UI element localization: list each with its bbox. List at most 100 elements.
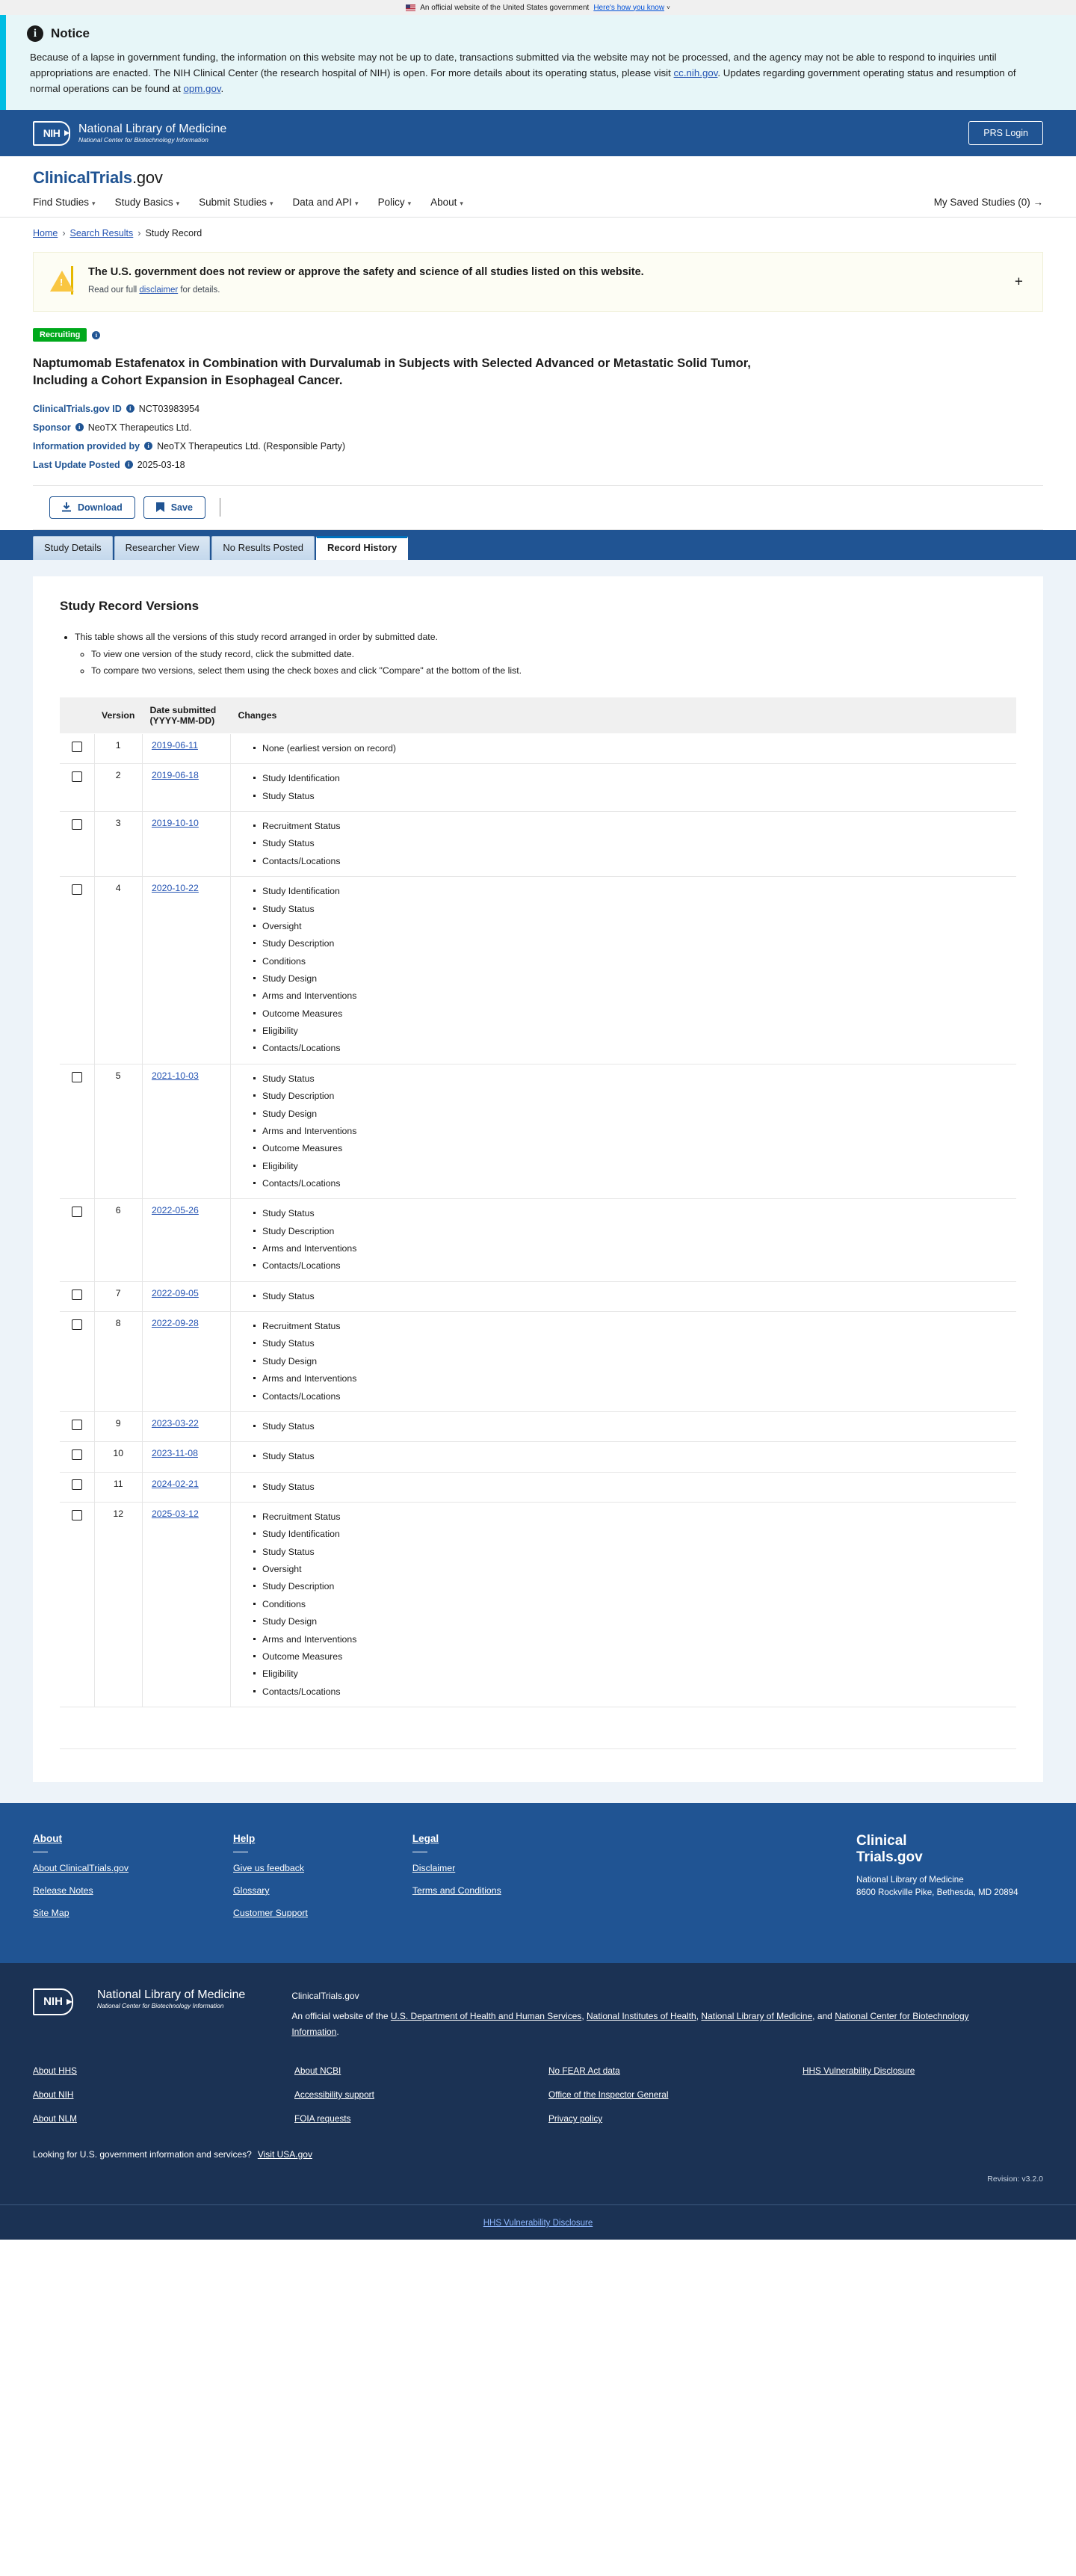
footer-link-accessibility-support[interactable]: Accessibility support (294, 2089, 374, 2100)
study-record-versions-table: Version Date submitted (YYYY-MM-DD) Chang… (60, 697, 1016, 1749)
table-footer (60, 1706, 1016, 1749)
footer-link-no-fear-act-data[interactable]: No FEAR Act data (548, 2065, 620, 2076)
site-logo[interactable]: ClinicalTrials.gov (33, 168, 1043, 188)
info-icon[interactable]: i (124, 460, 133, 469)
footer-link-terms-and-conditions[interactable]: Terms and Conditions (412, 1885, 501, 1896)
prs-login-button[interactable]: PRS Login (968, 121, 1043, 145)
footer-link-customer-support[interactable]: Customer Support (233, 1907, 308, 1918)
version-checkbox[interactable] (71, 1289, 82, 1300)
version-checkbox[interactable] (71, 1449, 82, 1461)
footer-link-about-clinicaltrials[interactable]: About ClinicalTrials.gov (33, 1862, 129, 1873)
chevron-down-icon: ▾ (176, 200, 180, 207)
version-checkbox[interactable] (71, 1071, 82, 1082)
table-footer-cell (60, 1706, 1016, 1749)
change-item: Oversight (253, 1561, 1009, 1578)
version-checkbox[interactable] (71, 1319, 82, 1330)
download-button[interactable]: Download (49, 496, 135, 519)
footer-link-release-notes[interactable]: Release Notes (33, 1885, 93, 1896)
tab-study-details[interactable]: Study Details (33, 536, 113, 560)
expand-disclaimer-button[interactable]: + (1014, 274, 1023, 290)
heres-how-you-know-link[interactable]: Here's how you know (593, 3, 665, 12)
nav-item-data-and-api[interactable]: Data and API ▾ (292, 197, 359, 208)
footer-link-hhs-vulnerability-disclosure[interactable]: HHS Vulnerability Disclosure (803, 2065, 915, 2076)
footer-link-about-nih[interactable]: About NIH (33, 2089, 74, 2100)
info-icon[interactable]: i (126, 404, 134, 413)
info-icon[interactable]: i (92, 330, 101, 339)
version-date-link[interactable]: 2023-11-08 (151, 1448, 198, 1459)
government-disclaimer-callout: The U.S. government does not review or a… (33, 252, 1043, 312)
version-checkbox[interactable] (71, 741, 82, 752)
version-checkbox[interactable] (71, 884, 82, 895)
version-date-link[interactable]: 2020-10-22 (151, 883, 199, 894)
disclaimer-link[interactable]: disclaimer (139, 286, 179, 295)
nav-item-find-studies[interactable]: Find Studies ▾ (33, 197, 96, 208)
version-date-link[interactable]: 2025-03-12 (151, 1508, 199, 1519)
footer-link-give-us-feedback[interactable]: Give us feedback (233, 1862, 305, 1873)
changes-cell: Study Status (230, 1471, 1016, 1503)
version-checkbox[interactable] (71, 771, 82, 783)
breadcrumb-home[interactable]: Home (33, 228, 58, 238)
change-item: Contacts/Locations (253, 1175, 1009, 1192)
nav-item-policy[interactable]: Policy ▾ (377, 197, 412, 208)
footer-link-ncbi[interactable]: National Center for Biotechnology Inform… (291, 2010, 969, 2037)
change-item: None (earliest version on record) (253, 740, 1009, 757)
tab-no-results-posted[interactable]: No Results Posted (211, 536, 315, 560)
changes-cell: Recruitment Status Study Status Study Desi… (230, 1311, 1016, 1412)
nav-item-about[interactable]: About ▾ (430, 197, 463, 208)
nav-item-submit-studies[interactable]: Submit Studies ▾ (199, 197, 273, 208)
hhs-vulnerability-disclosure-link[interactable]: HHS Vulnerability Disclosure (483, 2218, 593, 2228)
tab-researcher-view[interactable]: Researcher View (114, 536, 211, 560)
footer-link-glossary[interactable]: Glossary (233, 1885, 270, 1896)
version-date-link[interactable]: 2019-06-11 (151, 740, 198, 751)
changes-cell: Study Identification Study Status Oversigh… (230, 876, 1016, 1064)
cc-nih-gov-link[interactable]: cc.nih.gov (673, 67, 718, 78)
status-badge: Recruiting (33, 328, 87, 342)
info-icon[interactable]: i (144, 442, 153, 451)
version-date-link[interactable]: 2022-09-05 (151, 1287, 199, 1298)
opm-gov-link[interactable]: opm.gov (183, 83, 221, 94)
footer-link-foia-requests[interactable]: FOIA requests (294, 2113, 351, 2124)
version-checkbox[interactable] (71, 1509, 82, 1520)
change-item: Contacts/Locations (253, 1388, 1009, 1405)
version-date-link[interactable]: 2021-10-03 (151, 1070, 199, 1081)
version-date-link[interactable]: 2019-06-18 (151, 770, 199, 781)
footer-link-hhs[interactable]: U.S. Department of Health and Human Serv… (390, 2010, 582, 2021)
chevron-down-icon[interactable]: ˅ (667, 4, 670, 11)
meta-value: NCT03983954 (138, 403, 200, 414)
footer-link-office-of-inspector-general[interactable]: Office of the Inspector General (548, 2089, 669, 2100)
visit-usa-gov-link[interactable]: Visit USA.gov (257, 2148, 312, 2160)
my-saved-studies-link[interactable]: My Saved Studies (0) → (933, 197, 1043, 208)
footer-link-about-hhs[interactable]: About HHS (33, 2065, 78, 2076)
info-icon[interactable]: i (75, 423, 84, 432)
meta-row-nct-id: ClinicalTrials.gov ID i NCT03983954 (33, 404, 1043, 414)
table-row: 5 2021-10-03 Study Status Study Description… (60, 1063, 1016, 1200)
footer-link-about-ncbi[interactable]: About NCBI (294, 2065, 341, 2076)
change-item: Study Status (253, 788, 1009, 805)
chevron-down-icon: ▾ (355, 200, 359, 207)
footer-link-privacy-policy[interactable]: Privacy policy (548, 2113, 603, 2124)
changes-cell: None (earliest version on record) (230, 733, 1016, 765)
version-date-link[interactable]: 2023-03-22 (151, 1417, 199, 1429)
version-number: 9 (94, 1411, 143, 1443)
date-submitted-cell: 2023-03-22 (142, 1411, 231, 1443)
footer-link-site-map[interactable]: Site Map (33, 1907, 69, 1918)
changes-list: Study Status (241, 1288, 1009, 1305)
tab-record-history[interactable]: Record History (316, 536, 409, 560)
version-date-link[interactable]: 2022-05-26 (151, 1205, 199, 1216)
footer-link-nih[interactable]: National Institutes of Health (586, 2010, 696, 2021)
footer-link-about-nlm[interactable]: About NLM (33, 2113, 78, 2124)
save-button[interactable]: Save (143, 496, 205, 519)
version-date-link[interactable]: 2022-09-28 (151, 1318, 199, 1329)
breadcrumb-search-results[interactable]: Search Results (69, 228, 134, 238)
version-checkbox[interactable] (71, 1419, 82, 1430)
nav-item-study-basics[interactable]: Study Basics ▾ (114, 197, 180, 208)
version-checkbox[interactable] (71, 819, 82, 830)
footer-link-disclaimer[interactable]: Disclaimer (412, 1862, 456, 1873)
version-date-link[interactable]: 2019-10-10 (151, 818, 199, 829)
footer-link-nlm[interactable]: National Library of Medicine (701, 2010, 813, 2021)
version-checkbox[interactable] (71, 1479, 82, 1491)
change-item: Contacts/Locations (253, 853, 1009, 870)
version-checkbox[interactable] (71, 1207, 82, 1218)
nlm-branding[interactable]: NIH National Library of Medicine Nationa… (33, 120, 226, 146)
version-date-link[interactable]: 2024-02-21 (151, 1478, 199, 1489)
